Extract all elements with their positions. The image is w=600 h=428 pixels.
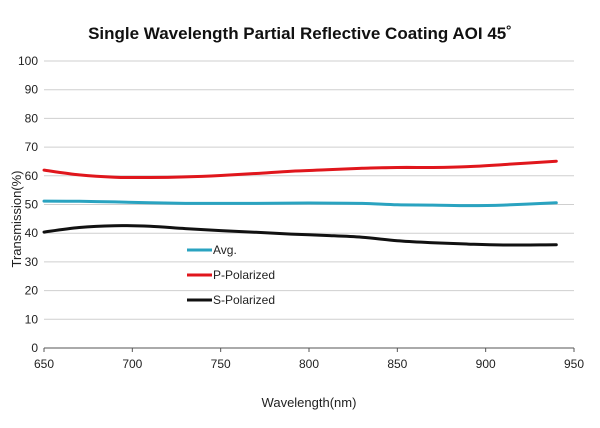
y-tick-label: 50 xyxy=(25,198,39,212)
series-line-s-polarized xyxy=(42,224,558,247)
x-tick-label: 800 xyxy=(299,357,319,371)
x-tick-label: 850 xyxy=(387,357,407,371)
legend-label-avg: Avg. xyxy=(213,243,237,257)
legend-label-p-polarized: P-Polarized xyxy=(213,268,275,282)
y-tick-label: 80 xyxy=(25,111,39,125)
y-tick-label: 20 xyxy=(25,284,39,298)
x-tick-label: 750 xyxy=(211,357,231,371)
x-tick-label: 650 xyxy=(34,357,54,371)
series-lines xyxy=(42,159,558,247)
chart-title: Single Wavelength Partial Reflective Coa… xyxy=(88,24,512,43)
legend-label-s-polarized: S-Polarized xyxy=(213,293,275,307)
x-tick-label: 950 xyxy=(564,357,584,371)
y-tick-label: 0 xyxy=(31,341,38,355)
series-line-p-polarized xyxy=(42,159,558,180)
y-tick-label: 90 xyxy=(25,83,39,97)
legend: Avg. P-Polarized S-Polarized xyxy=(187,243,275,307)
y-tick-label: 10 xyxy=(25,312,39,326)
x-axis-label: Wavelength(nm) xyxy=(262,395,357,410)
y-tick-label: 100 xyxy=(18,54,38,68)
axes: 0 10 20 30 40 50 60 70 80 90 100 650 700 750 800 850 900… xyxy=(18,54,584,371)
gridlines xyxy=(44,60,574,320)
y-tick-label: 40 xyxy=(25,226,39,240)
x-tick-label: 900 xyxy=(476,357,496,371)
y-tick-label: 60 xyxy=(25,169,39,183)
y-tick-label: 70 xyxy=(25,140,39,154)
y-tick-label: 30 xyxy=(25,255,39,269)
x-tick-label: 700 xyxy=(122,357,142,371)
series-line-avg xyxy=(42,199,558,208)
y-axis-label: Transmission(%) xyxy=(9,170,24,267)
